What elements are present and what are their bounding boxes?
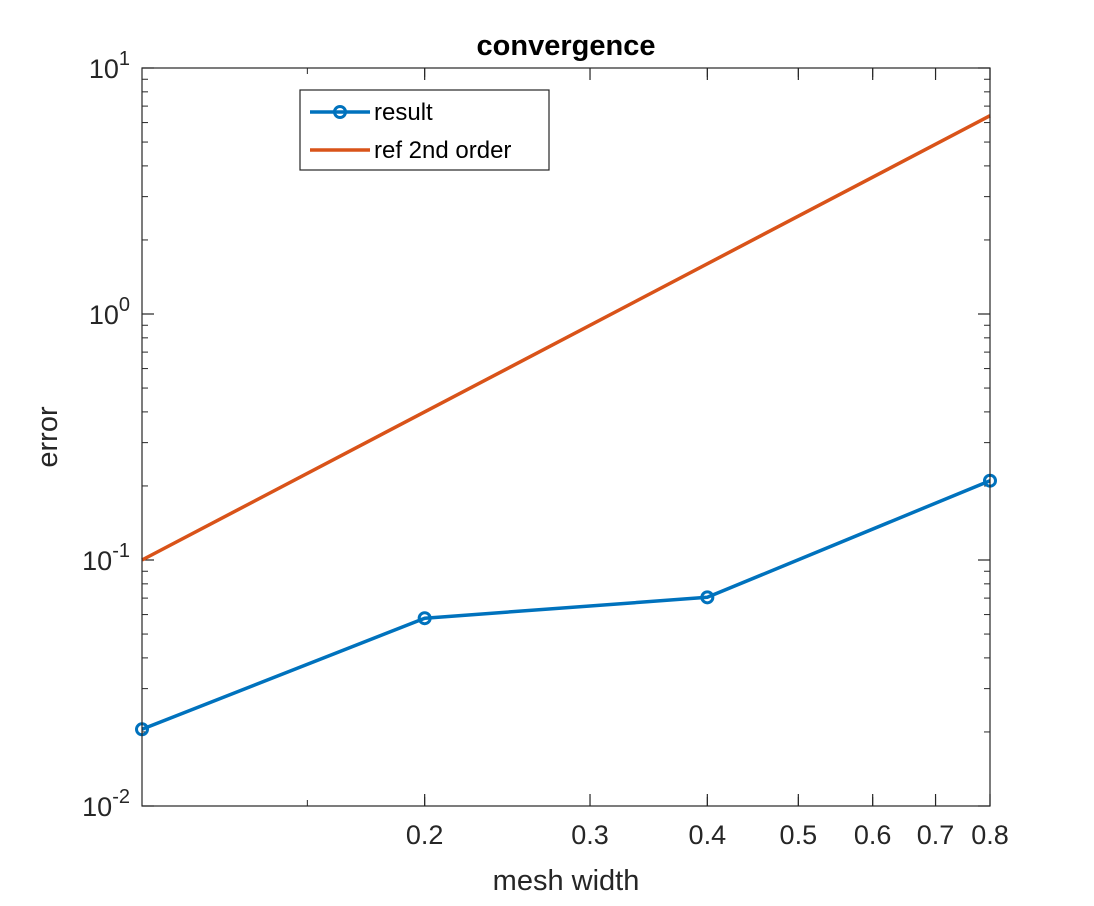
plot-frame	[141, 67, 991, 807]
y-tick-base: 10	[82, 792, 112, 822]
y-tick-exponent: -2	[112, 786, 130, 808]
y-tick-base: 10	[89, 300, 119, 330]
chart-title: convergence	[477, 30, 656, 62]
legend-marker	[333, 105, 347, 119]
x-tick-label: 0.3	[571, 820, 609, 850]
x-tick-labels: 0.2 0.3 0.4 0.5 0.6 0.7 0.8	[406, 820, 1009, 850]
y-tick-exponent: 0	[119, 294, 130, 316]
series-layer	[135, 114, 997, 737]
y-axis-label: error	[32, 406, 64, 468]
y-tick-base: 10	[82, 546, 112, 576]
legend-items: result ref 2nd order	[310, 99, 511, 164]
legend-label: ref 2nd order	[374, 137, 511, 164]
y-tick-label: 100	[89, 294, 130, 330]
x-axis-label: mesh width	[493, 865, 640, 897]
x-tick-label: 0.2	[406, 820, 444, 850]
x-tick-label: 0.5	[780, 820, 818, 850]
y-tick-label: 101	[89, 48, 130, 84]
x-tick-label: 0.4	[689, 820, 727, 850]
legend: result ref 2nd order	[299, 89, 550, 171]
y-tick-label: 10-1	[82, 540, 130, 576]
x-tick-label: 0.7	[917, 820, 955, 850]
x-tick-label: 0.6	[854, 820, 892, 850]
y-tick-label: 10-2	[82, 786, 130, 822]
series-line-1	[141, 479, 991, 731]
x-tick-label: 0.8	[971, 820, 1009, 850]
y-tick-exponent: -1	[112, 540, 130, 562]
series-line-2	[141, 114, 991, 562]
data-point	[417, 611, 432, 626]
y-tick-base: 10	[89, 54, 119, 84]
legend-box	[299, 89, 550, 171]
y-tick-exponent: 1	[119, 48, 130, 70]
data-point	[700, 590, 715, 605]
legend-label: result	[374, 99, 433, 126]
plot-area	[142, 68, 990, 806]
